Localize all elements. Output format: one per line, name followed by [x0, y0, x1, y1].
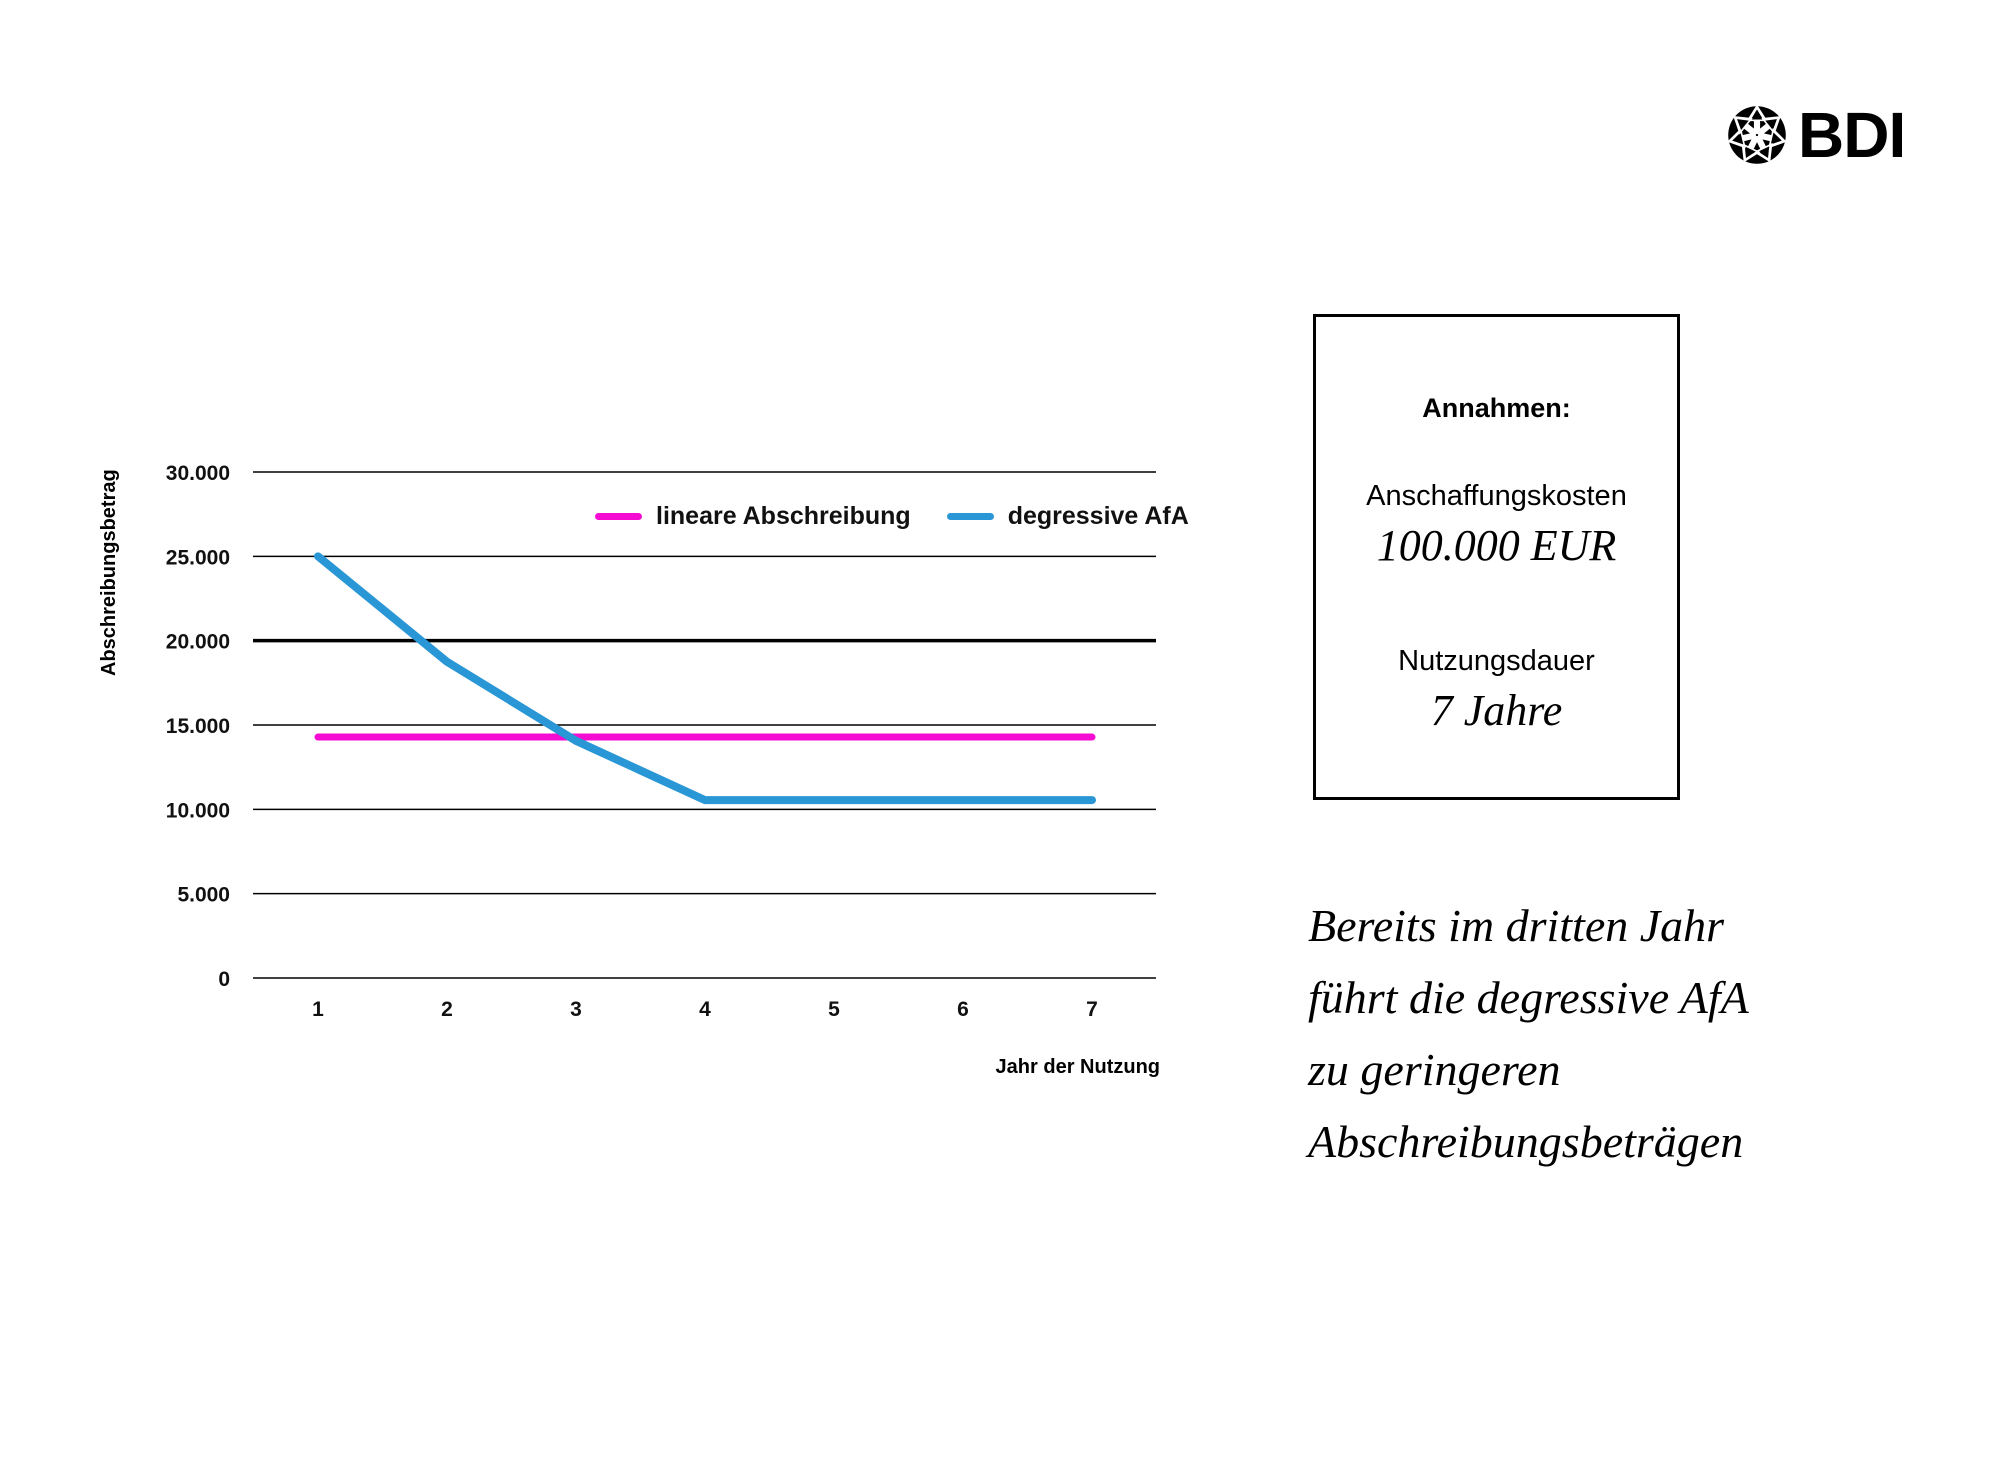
assumption-value-duration: 7 Jahre: [1430, 686, 1563, 735]
assumption-label-duration: Nutzungsdauer: [1398, 645, 1595, 677]
x-axis-title: Jahr der Nutzung: [995, 1056, 1160, 1078]
x-tick-label: 3: [570, 998, 582, 1021]
linear-series-swatch: [595, 513, 642, 520]
chart-legend: lineare Abschreibung degressive AfA: [595, 502, 1189, 531]
bdi-logo: BDI: [1726, 99, 1906, 171]
bdi-arrows-icon: [1727, 104, 1787, 164]
assumption-label-costs: Anschaffungskosten: [1366, 480, 1627, 512]
y-tick-label: 30.000: [166, 462, 230, 485]
x-tick-label: 1: [312, 998, 324, 1021]
brand-name: BDI: [1798, 99, 1906, 171]
x-tick-label: 7: [1086, 998, 1098, 1021]
y-tick-label: 0: [218, 968, 230, 991]
assumptions-box: Annahmen: Anschaffungskosten 100.000 EUR…: [1313, 314, 1680, 800]
y-tick-label: 5.000: [177, 884, 230, 907]
y-tick-label: 10.000: [166, 799, 230, 822]
x-tick-label: 4: [699, 998, 711, 1021]
line-chart: 30.000 25.000 20.000 15.000 10.000 5.000 0 1 2 3 4…: [166, 462, 1156, 1021]
callout-line: führt die degressive AfA: [1308, 972, 1749, 1023]
y-tick-label: 15.000: [166, 715, 230, 738]
callout-line: zu geringeren: [1308, 1044, 1561, 1095]
legend-label-degressive: degressive AfA: [1007, 502, 1189, 530]
y-tick-label: 20.000: [166, 631, 230, 654]
degressive-series-swatch: [946, 513, 994, 520]
legend-item-degressive: degressive AfA: [946, 502, 1189, 531]
assumptions-title: Annahmen:: [1422, 393, 1571, 423]
assumption-value-costs: 100.000 EUR: [1376, 521, 1617, 570]
x-tick-label: 2: [441, 998, 453, 1021]
series-line-degressive-afa: [314, 552, 1096, 805]
y-tick-label: 25.000: [166, 546, 230, 569]
x-tick-label: 5: [828, 998, 840, 1021]
callout-line: Bereits im dritten Jahr: [1308, 900, 1725, 951]
callout-line: Abschreibungsbeträgen: [1308, 1116, 1744, 1167]
legend-item-linear: lineare Abschreibung: [595, 502, 911, 531]
legend-label-linear: lineare Abschreibung: [656, 502, 911, 530]
x-tick-label: 6: [957, 998, 969, 1021]
callout-text: Bereits im dritten Jahr führt die degress…: [1308, 890, 1868, 1178]
